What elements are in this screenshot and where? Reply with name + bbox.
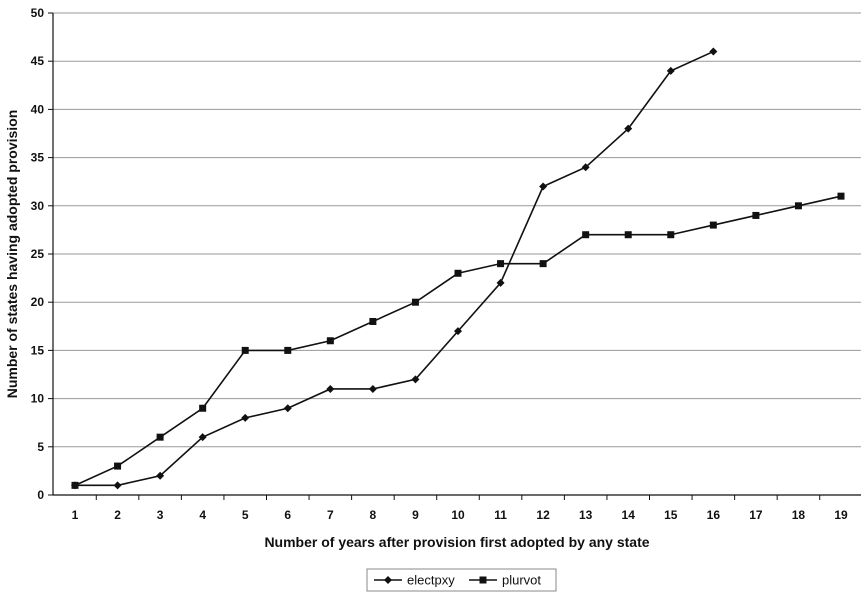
y-tick-label: 0 (37, 488, 44, 502)
legend: electpxy plurvot (366, 568, 557, 592)
x-tick-label: 18 (792, 508, 806, 522)
data-point-electpxy (283, 404, 292, 413)
data-point-plurvot (667, 231, 675, 239)
y-tick-label: 20 (31, 295, 45, 309)
x-tick-label: 13 (579, 508, 593, 522)
series-electpxy (71, 47, 718, 490)
series-plurvot (71, 192, 845, 489)
data-point-plurvot (582, 231, 590, 239)
y-axis-ticks: 0 5 10 15 20 25 30 35 40 45 50 (31, 6, 53, 502)
legend-marker (479, 576, 487, 584)
y-tick-label: 45 (31, 54, 45, 68)
gridlines (53, 12, 861, 448)
data-point-plurvot (199, 404, 207, 412)
legend-label: electpxy (407, 573, 455, 588)
x-tick-label: 12 (536, 508, 550, 522)
x-tick-label: 14 (622, 508, 636, 522)
x-tick-label: 5 (242, 508, 249, 522)
data-point-electpxy (624, 124, 633, 133)
legend-item-electpxy: electpxy (374, 573, 455, 588)
series-line-plurvot (74, 195, 842, 487)
y-tick-label: 10 (31, 392, 45, 406)
data-point-electpxy (156, 471, 165, 480)
data-point-plurvot (837, 192, 845, 200)
y-tick-label: 35 (31, 151, 45, 165)
data-point-plurvot (114, 462, 122, 470)
x-axis-title: Number of years after provision first ad… (264, 534, 649, 550)
data-point-plurvot (794, 202, 802, 210)
x-tick-label: 1 (72, 508, 79, 522)
data-point-electpxy (709, 47, 718, 56)
data-point-electpxy (241, 413, 250, 422)
legend-item-plurvot: plurvot (469, 573, 541, 588)
data-point-plurvot (709, 221, 717, 229)
data-point-plurvot (326, 337, 334, 345)
data-point-plurvot (497, 260, 505, 268)
series-layer (71, 47, 845, 490)
x-tick-label: 3 (157, 508, 164, 522)
legend-marker (384, 576, 392, 584)
data-point-electpxy (666, 66, 675, 75)
x-tick-label: 6 (284, 508, 291, 522)
data-point-electpxy (411, 375, 420, 384)
data-point-electpxy (326, 384, 335, 393)
data-point-plurvot (624, 231, 632, 239)
x-tick-label: 9 (412, 508, 419, 522)
data-point-plurvot (284, 346, 292, 354)
y-tick-label: 15 (31, 343, 45, 357)
data-point-electpxy (496, 278, 505, 287)
x-axis-ticks: 1 2 3 4 5 6 7 8 9 10 11 12 13 14 15 16 17 18 19 (72, 495, 848, 522)
x-tick-label: 7 (327, 508, 334, 522)
x-tick-label: 10 (451, 508, 465, 522)
x-tick-label: 4 (199, 508, 206, 522)
x-tick-label: 2 (114, 508, 121, 522)
data-point-plurvot (752, 211, 760, 219)
x-tick-label: 17 (749, 508, 763, 522)
y-tick-label: 50 (31, 6, 45, 20)
data-point-electpxy (113, 481, 122, 490)
y-tick-label: 40 (31, 102, 45, 116)
x-tick-label: 8 (370, 508, 377, 522)
y-axis-title: Number of states having adopted provisio… (4, 110, 20, 399)
data-point-plurvot (156, 433, 164, 441)
y-tick-label: 5 (37, 440, 44, 454)
data-point-plurvot (539, 260, 547, 268)
series-line-electpxy (75, 50, 714, 487)
data-point-plurvot (454, 269, 462, 277)
y-tick-label: 30 (31, 199, 45, 213)
data-point-electpxy (581, 163, 590, 172)
data-point-electpxy (198, 433, 207, 442)
legend-box (366, 568, 557, 592)
x-tick-label: 15 (664, 508, 678, 522)
data-point-plurvot (369, 317, 377, 325)
data-point-plurvot (411, 298, 419, 306)
data-point-plurvot (241, 346, 249, 354)
y-tick-label: 25 (31, 247, 45, 261)
legend-label: plurvot (502, 573, 541, 588)
x-tick-label: 19 (834, 508, 848, 522)
data-point-electpxy (454, 327, 462, 336)
x-tick-label: 11 (494, 508, 507, 522)
data-point-electpxy (539, 182, 548, 191)
x-tick-label: 16 (707, 508, 721, 522)
data-point-electpxy (368, 384, 377, 393)
data-point-plurvot (71, 481, 79, 489)
